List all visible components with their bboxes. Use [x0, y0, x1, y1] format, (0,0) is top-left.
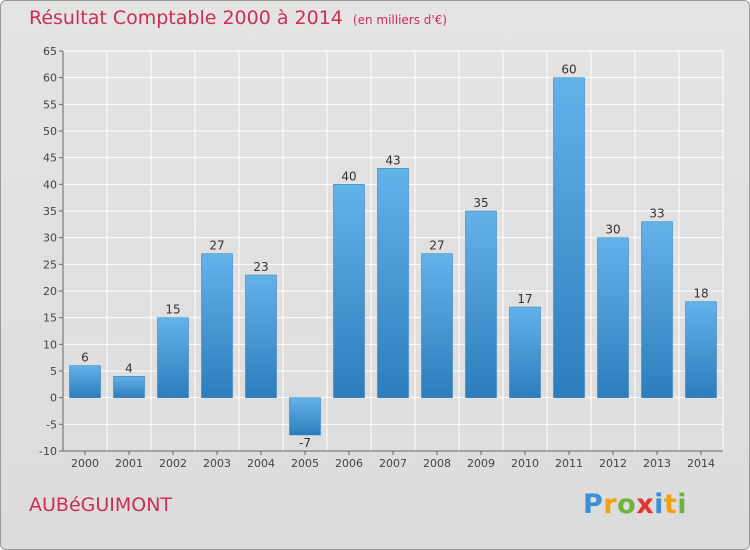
x-tick-label-2008: 2008 [423, 457, 451, 470]
chart-title: Résultat Comptable 2000 à 2014 (en millie… [29, 7, 447, 29]
y-tick-label: 20 [43, 285, 57, 298]
value-label-2012: 30 [605, 223, 620, 237]
x-tick-label-2004: 2004 [247, 457, 275, 470]
y-tick-label: -10 [39, 445, 57, 458]
bar-2014 [685, 301, 717, 398]
bar-2004 [245, 274, 277, 398]
bar-2005 [289, 397, 321, 436]
y-tick-label: 65 [43, 45, 57, 58]
value-label-2007: 43 [385, 153, 400, 167]
x-tick-label-2003: 2003 [203, 457, 231, 470]
bar-2002 [157, 317, 189, 398]
y-tick-label: 30 [43, 232, 57, 245]
logo-letter: o [617, 489, 637, 520]
y-tick-label: 35 [43, 205, 57, 218]
logo-letter: r [603, 489, 618, 520]
value-label-2014: 18 [693, 287, 708, 301]
proxiti-logo: Proxiti [583, 489, 687, 520]
y-tick-label: 50 [43, 125, 57, 138]
y-tick-label: 55 [43, 98, 57, 111]
y-tick-label: -5 [46, 418, 57, 431]
bar-2003 [201, 253, 233, 398]
value-label-2008: 27 [429, 239, 444, 253]
logo-letter: x [636, 489, 655, 520]
y-tick-label: 15 [43, 312, 57, 325]
value-label-2002: 15 [165, 303, 180, 317]
value-label-2005: -7 [299, 436, 311, 450]
value-label-2006: 40 [341, 169, 356, 183]
x-tick-label-2009: 2009 [467, 457, 495, 470]
y-tick-label: 40 [43, 178, 57, 191]
bar-2008 [421, 253, 453, 398]
value-label-2003: 27 [209, 239, 224, 253]
value-label-2004: 23 [253, 260, 268, 274]
bar-2010 [509, 306, 541, 398]
logo-letter: i [677, 489, 688, 520]
x-tick-label-2011: 2011 [555, 457, 583, 470]
x-tick-label-2002: 2002 [159, 457, 187, 470]
value-label-2010: 17 [517, 292, 532, 306]
logo-letter: t [663, 489, 678, 520]
x-tick-label-2014: 2014 [687, 457, 715, 470]
x-tick-label-2010: 2010 [511, 457, 539, 470]
bar-2013 [641, 221, 673, 398]
x-tick-label-2001: 2001 [115, 457, 143, 470]
value-label-2013: 33 [649, 207, 664, 221]
value-label-2009: 35 [473, 196, 488, 210]
x-tick-label-2005: 2005 [291, 457, 319, 470]
chart-title-text: Résultat Comptable 2000 à 2014 [29, 7, 343, 29]
logo-letter: P [583, 489, 604, 520]
y-tick-label: 10 [43, 338, 57, 351]
logo-letter: i [654, 489, 664, 520]
x-tick-label-2013: 2013 [643, 457, 671, 470]
x-tick-label-2012: 2012 [599, 457, 627, 470]
x-tick-label-2007: 2007 [379, 457, 407, 470]
y-tick-label: 5 [50, 365, 57, 378]
y-tick-label: 0 [50, 392, 57, 405]
bar-2012 [597, 237, 629, 398]
bar-2001 [113, 376, 145, 398]
y-tick-label: 60 [43, 72, 57, 85]
value-label-2000: 6 [81, 351, 89, 365]
bar-2000 [69, 365, 101, 398]
bar-2007 [377, 168, 409, 398]
value-label-2001: 4 [125, 361, 133, 375]
bar-2011 [553, 77, 585, 398]
bar-2009 [465, 210, 497, 398]
y-tick-label: 25 [43, 258, 57, 271]
bar-2006 [333, 184, 365, 398]
chart-subtitle: (en milliers d'€) [352, 13, 448, 27]
x-tick-label-2000: 2000 [71, 457, 99, 470]
y-tick-label: 45 [43, 152, 57, 165]
commune-name: AUBéGUIMONT [29, 494, 173, 516]
value-label-2011: 60 [561, 63, 576, 77]
x-tick-label-2006: 2006 [335, 457, 363, 470]
